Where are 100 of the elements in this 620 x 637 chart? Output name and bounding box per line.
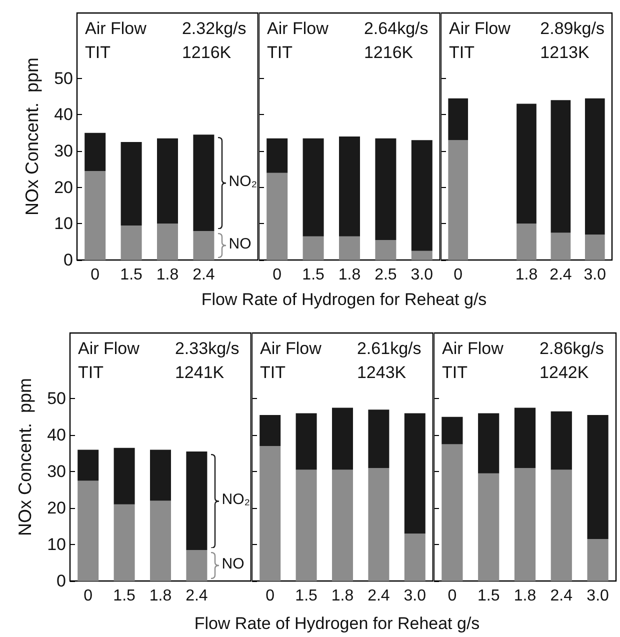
x-tick-label: 1.5 — [302, 266, 325, 284]
x-tick-label: 1.8 — [156, 266, 179, 284]
y-tick-label: 10 — [47, 535, 66, 554]
x-tick-label: 1.8 — [331, 588, 354, 604]
bar — [84, 171, 106, 260]
annotation: TIT — [78, 363, 104, 382]
y-axis-title: NOx Concent. ppm — [22, 57, 42, 216]
bar — [368, 468, 390, 581]
bar — [550, 100, 571, 233]
x-tick-label: 1.5 — [477, 588, 500, 604]
annotation: Air Flow — [267, 19, 330, 38]
bar — [448, 140, 468, 260]
annotation: 1213K — [540, 43, 590, 62]
x-axis-title: Flow Rate of Hydrogen for Reheat g/s — [201, 290, 487, 309]
bar — [302, 236, 324, 260]
bar — [404, 534, 426, 581]
bar — [478, 473, 500, 581]
bar — [260, 415, 281, 446]
annotation: Air Flow — [449, 19, 512, 38]
x-tick-label: 1.5 — [120, 266, 143, 284]
bar — [193, 134, 214, 231]
x-tick-label: 1.8 — [338, 266, 361, 284]
bar — [339, 236, 360, 260]
bar — [150, 500, 171, 581]
bar — [260, 446, 281, 581]
bar — [120, 142, 142, 226]
x-tick-label: 3.0 — [586, 588, 610, 604]
annotation: 1216K — [182, 43, 232, 62]
bar — [266, 172, 288, 260]
x-tick-label: 1.8 — [515, 266, 538, 284]
annotation: 1243K — [356, 363, 407, 382]
bar — [302, 138, 324, 236]
bar — [193, 230, 214, 260]
x-tick-label: 0 — [90, 266, 100, 284]
y-tick-label: 20 — [54, 178, 73, 197]
bar — [375, 138, 396, 240]
bar — [516, 104, 536, 224]
bar — [114, 448, 135, 504]
annotation: TIT — [260, 363, 286, 382]
bar — [587, 415, 608, 540]
x-tick-label: 3.0 — [584, 266, 606, 284]
bar — [150, 450, 171, 501]
bar — [266, 138, 288, 173]
x-tick-label: 0 — [448, 588, 457, 604]
y-tick-label: 40 — [54, 105, 73, 124]
bar — [411, 140, 432, 251]
bar — [186, 550, 208, 581]
x-tick-label: 3.0 — [404, 588, 426, 604]
series-label: NO₂ — [228, 172, 258, 190]
bar — [339, 136, 360, 236]
bar — [296, 413, 317, 470]
bar — [514, 468, 536, 581]
x-tick-label: 2.4 — [550, 266, 572, 284]
bar — [114, 504, 135, 581]
series-label: NO₂ — [222, 490, 250, 508]
y-tick-label: 50 — [54, 68, 73, 88]
x-tick-label: 0 — [272, 266, 282, 284]
bar — [120, 225, 142, 260]
bar — [375, 240, 396, 260]
annotation: Air Flow — [85, 19, 148, 38]
y-tick-label: 30 — [47, 462, 66, 482]
bar — [478, 413, 500, 474]
y-tick-label: 0 — [64, 250, 73, 270]
bar — [186, 452, 208, 550]
annotation: Air Flow — [78, 339, 140, 358]
bar — [157, 138, 178, 224]
legend-label: NO — [228, 235, 252, 252]
annotation: 1241K — [174, 363, 225, 382]
bar — [516, 224, 536, 260]
bar — [78, 480, 99, 581]
y-tick-label: 0 — [56, 572, 66, 590]
annotation: 2.61kg/s — [356, 339, 422, 358]
x-tick-label: 2.4 — [550, 588, 573, 604]
bar — [84, 132, 106, 172]
x-tick-label: 2.5 — [374, 266, 397, 284]
bar — [404, 413, 426, 534]
bar — [550, 232, 571, 260]
annotation: 2.32kg/s — [182, 19, 246, 38]
bar — [442, 416, 463, 444]
bar — [584, 98, 605, 235]
annotation: 1216K — [364, 43, 414, 62]
bar — [332, 470, 353, 581]
x-tick-label: 0 — [266, 588, 275, 604]
bar — [368, 410, 390, 468]
x-tick-label: 1.8 — [514, 588, 536, 604]
x-tick-label: 1.8 — [149, 588, 172, 604]
x-tick-label: 1.5 — [295, 588, 318, 604]
annotation: TIT — [442, 363, 468, 382]
annotation: 2.89kg/s — [540, 19, 604, 38]
bar — [587, 539, 608, 581]
annotation: 1242K — [540, 363, 590, 382]
x-tick-label: 3.0 — [410, 266, 434, 284]
y-tick-label: 20 — [47, 498, 66, 518]
bar — [448, 98, 468, 140]
bar — [411, 250, 432, 260]
annotation: TIT — [449, 43, 474, 62]
x-tick-label: 2.4 — [186, 588, 208, 604]
x-tick-label: 2.4 — [368, 588, 390, 604]
bar — [550, 470, 572, 581]
annotation: TIT — [267, 43, 292, 62]
